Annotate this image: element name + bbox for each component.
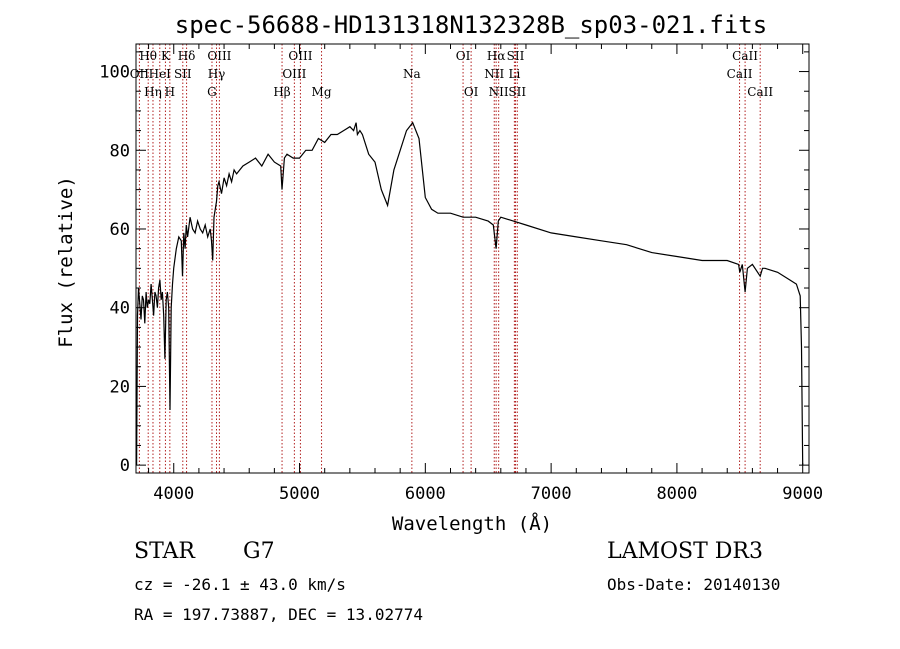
spectral-line-label: SII [174, 67, 192, 81]
x-axis-label: Wavelength (Å) [392, 512, 552, 535]
x-axis-ticks: 4000 5000 6000 7000 8000 9000 [148, 44, 823, 504]
x-tick-label: 9000 [782, 484, 823, 504]
spectral-line-label: CaII [732, 49, 758, 63]
spectral-line-label: OIII [207, 49, 231, 63]
spectral-line-label: Hα [487, 49, 506, 63]
y-axis-label: Flux (relative) [55, 176, 77, 348]
spectral-line-label: NII [484, 67, 504, 81]
spectral-line-label: K [161, 49, 171, 63]
spectrum-line [136, 121, 804, 466]
spectral-line-label: CaII [727, 67, 753, 81]
chart-title: spec-56688-HD131318N132328B_sp03-021.fit… [175, 11, 767, 39]
x-tick-label: 4000 [153, 484, 194, 504]
y-tick-label: 100 [99, 63, 130, 83]
y-tick-label: 0 [120, 456, 130, 476]
spectral-line-label: OII [130, 67, 150, 81]
y-axis-ticks: 0 20 40 60 80 100 [99, 51, 809, 476]
spectral-line-label: OIII [282, 67, 306, 81]
object-class: STAR [134, 539, 196, 564]
spectral-line-label: H [165, 85, 175, 99]
spectral-line-label: OI [464, 85, 479, 99]
y-tick-label: 80 [110, 141, 130, 161]
spectral-line-label: Na [403, 67, 421, 81]
spectral-line-label: Hη [144, 85, 162, 99]
observation-date: Obs-Date: 20140130 [607, 575, 780, 594]
redshift-velocity: cz = -26.1 ± 43.0 km/s [134, 575, 346, 594]
spectral-line-label: Hγ [208, 67, 226, 81]
spectral-line-markers [138, 44, 761, 473]
spectral-line-label: Li [508, 67, 520, 81]
spectral-line-label: Hθ [139, 49, 157, 63]
spectral-line-label: HeI [149, 67, 172, 81]
spectral-line-label: CaII [747, 85, 773, 99]
spectral-line-label: OI [456, 49, 471, 63]
spectral-line-label: NII [489, 85, 509, 99]
spectral-line-label: SII [508, 85, 526, 99]
spectral-line-label: G [207, 85, 217, 99]
x-tick-label: 6000 [405, 484, 446, 504]
spectral-line-labels: Hθ OII Hη HeI K H SII Hδ G Hγ OIII Hβ OIII OIII Mg Na OI… [130, 49, 774, 99]
y-tick-label: 60 [110, 220, 130, 240]
y-tick-label: 20 [110, 377, 130, 397]
x-tick-label: 5000 [279, 484, 320, 504]
object-subclass: G7 [243, 539, 275, 564]
spectral-line-label: Hβ [273, 85, 290, 99]
plot-frame [135, 43, 810, 474]
spectral-line-label: SII [507, 49, 525, 63]
sky-coordinates: RA = 197.73887, DEC = 13.02774 [134, 605, 423, 624]
x-tick-label: 8000 [656, 484, 697, 504]
spectral-line-label: Hδ [178, 49, 196, 63]
spectral-line-label: OIII [288, 49, 312, 63]
spectral-line-label: Mg [312, 85, 332, 99]
y-tick-label: 40 [110, 299, 130, 319]
survey-name: LAMOST DR3 [607, 539, 763, 564]
x-tick-label: 7000 [531, 484, 572, 504]
